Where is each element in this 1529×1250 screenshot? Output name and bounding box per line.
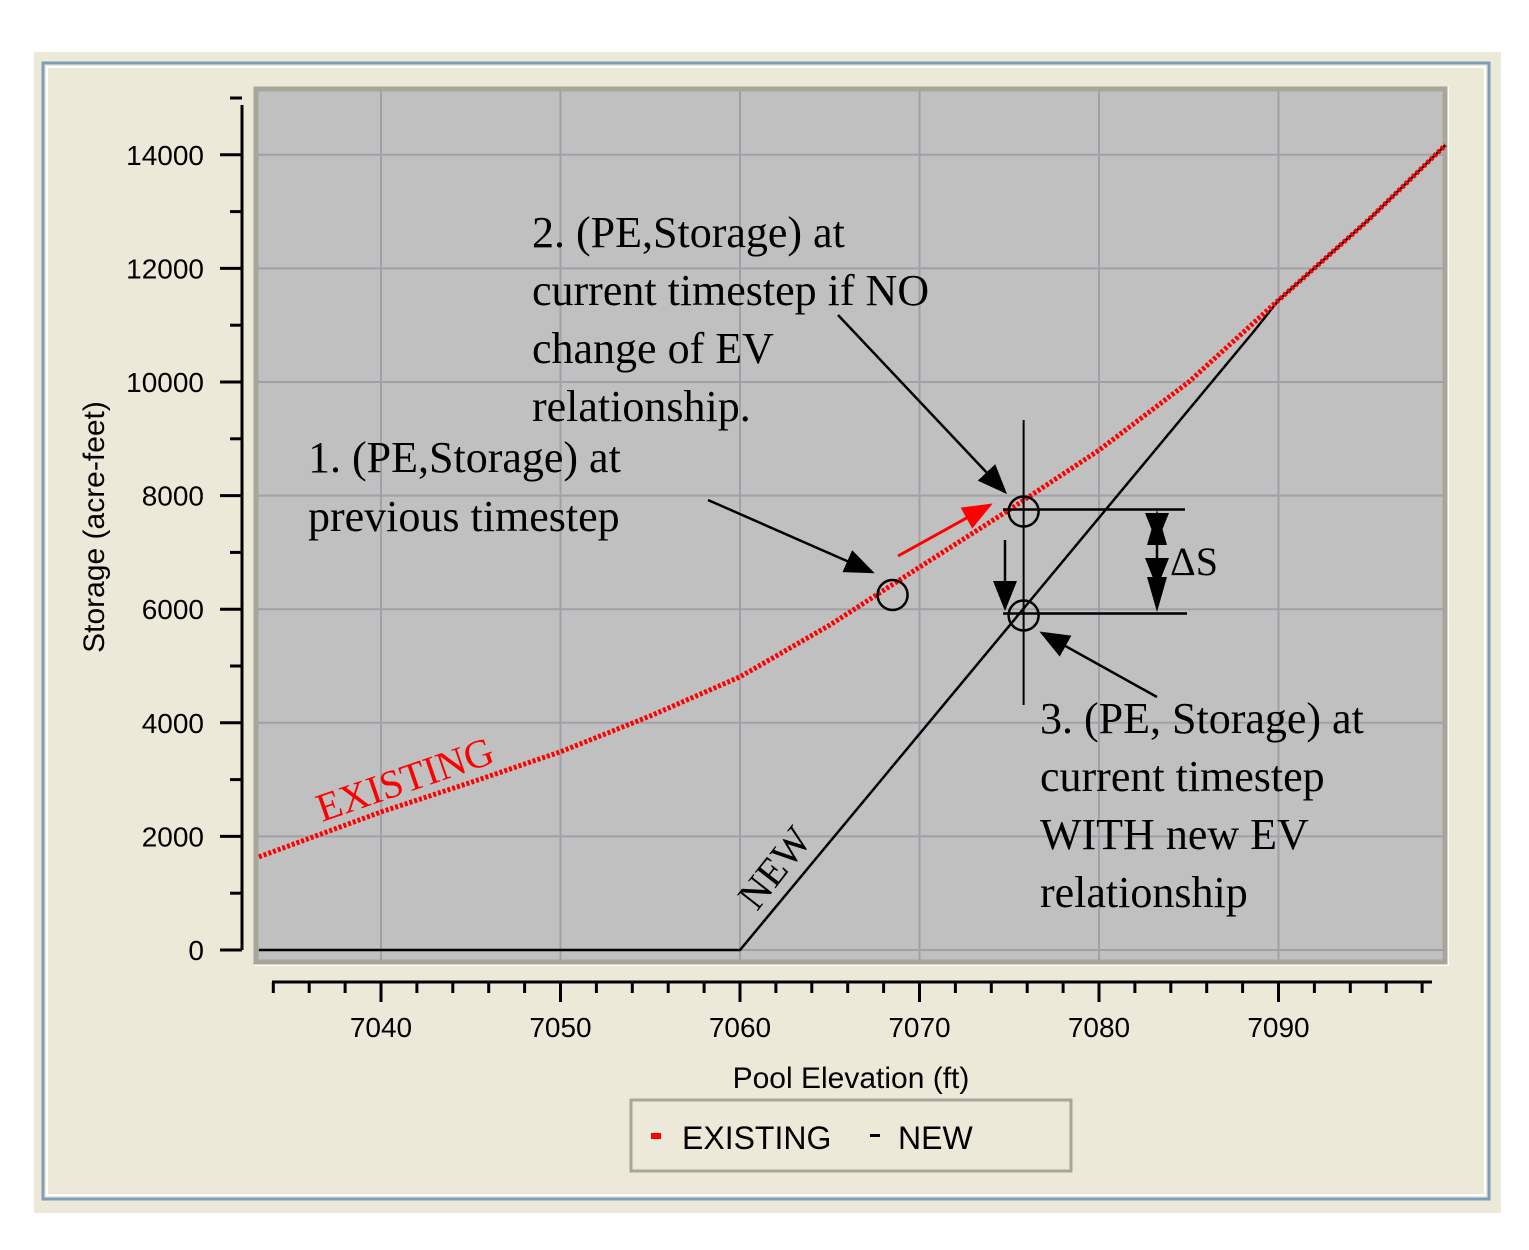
note-3-arrow	[1039, 631, 1158, 699]
note-2: 2. (PE,Storage) at current timestep if N…	[532, 208, 940, 431]
note-2-line: 2. (PE,Storage) at	[532, 208, 845, 257]
note-1-line: previous timestep	[308, 492, 620, 541]
transition-arrow	[897, 503, 993, 558]
note-2-line: current timestep if NO	[532, 266, 929, 315]
legend-swatch-existing	[651, 1133, 661, 1139]
legend-label-existing: EXISTING	[682, 1120, 831, 1156]
panel-border	[41, 61, 1491, 1201]
note-1-arrow	[707, 498, 875, 574]
y-tick-label: 14000	[126, 140, 204, 171]
note-3-line: WITH new EV	[1040, 810, 1309, 859]
legend: EXISTING NEW	[629, 1098, 1073, 1173]
panel-highlight	[46, 66, 1486, 1196]
note-3-line: relationship	[1040, 868, 1248, 917]
series-layer	[258, 143, 1448, 952]
y-axis-label: Storage (acre-feet)	[78, 401, 111, 653]
plot-area	[253, 86, 1448, 965]
x-tick-label: 7060	[709, 1012, 771, 1043]
series-line-existing	[258, 143, 1448, 860]
x-axis-label: Pool Elevation (ft)	[733, 1062, 970, 1095]
note-3-line: 3. (PE, Storage) at	[1040, 694, 1364, 743]
note-1: 1. (PE,Storage) at previous timestep	[308, 433, 632, 541]
y-tick-label: 6000	[142, 594, 204, 625]
y-tick-label: 12000	[126, 253, 204, 284]
note-1-line: 1. (PE,Storage) at	[308, 433, 621, 482]
x-tick-label: 7040	[350, 1012, 412, 1043]
annotations: EXISTING NEW 1. (PE,Storage) at previous…	[308, 208, 1375, 918]
y-tick-label: 0	[188, 935, 204, 966]
delta-s-label: ΔS	[1170, 539, 1218, 584]
note-3-line: current timestep	[1040, 752, 1325, 801]
grid	[258, 91, 1443, 960]
point-marker-previous	[876, 578, 909, 612]
note-2-line: change of EV	[532, 324, 774, 373]
delta-arrowheads	[1147, 510, 1167, 612]
x-tick-label: 7080	[1068, 1012, 1130, 1043]
y-axis: 0 2000 4000 6000 8000 10000 12000 14000	[126, 96, 244, 966]
legend-label-new: NEW	[898, 1120, 973, 1156]
x-tick-label: 7050	[529, 1012, 591, 1043]
y-tick-label: 8000	[142, 481, 204, 512]
legend-swatch-new	[870, 1134, 880, 1137]
y-tick-label: 4000	[142, 708, 204, 739]
y-tick-label: 10000	[126, 367, 204, 398]
y-tick-label: 2000	[142, 821, 204, 852]
note-3: 3. (PE, Storage) at current timestep WIT…	[1040, 694, 1375, 917]
note-2-arrow	[837, 314, 1008, 495]
x-tick-label: 7070	[888, 1012, 950, 1043]
note-2-line: relationship.	[532, 382, 751, 431]
x-axis: 7040 7050 7060 7070 7080 7090	[271, 980, 1432, 1043]
legend-box	[629, 1098, 1073, 1173]
x-tick-label: 7090	[1247, 1012, 1309, 1043]
